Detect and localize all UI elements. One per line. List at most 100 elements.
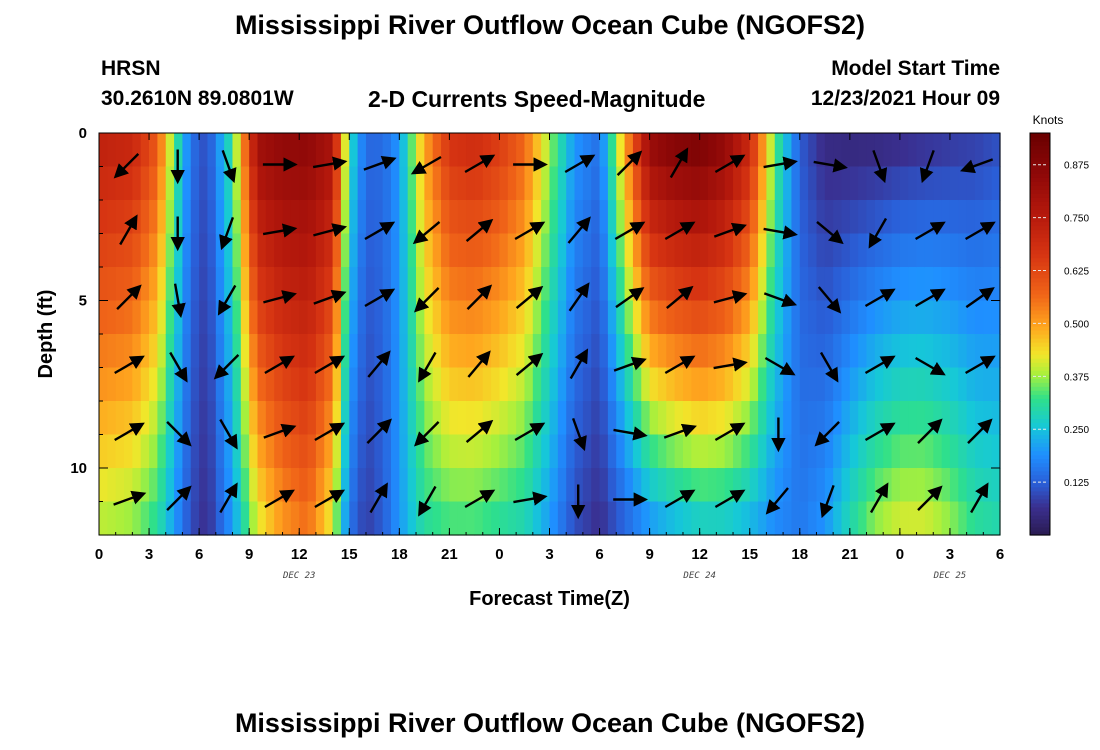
heatmap-cell [941, 166, 951, 201]
heatmap-cell [657, 300, 667, 335]
heatmap-cell [841, 200, 851, 235]
heatmap-cell [240, 300, 250, 335]
heatmap-cell [232, 267, 242, 302]
x-tick-label: 6 [996, 546, 1004, 563]
heatmap-cell [499, 233, 509, 268]
heatmap-cell [249, 468, 259, 503]
heatmap-cell [566, 267, 576, 302]
heatmap-cell [557, 501, 567, 536]
heatmap-cell [232, 501, 242, 536]
heatmap-cell [507, 300, 517, 335]
heatmap-cell [424, 133, 434, 168]
heatmap-cell [299, 334, 309, 369]
current-vector-arrow [959, 158, 994, 174]
heatmap-cell [132, 233, 142, 268]
y-axis-title: Depth (ft) [35, 290, 57, 379]
heatmap-cell [365, 367, 375, 402]
heatmap-cell [899, 401, 909, 436]
heatmap-cell [574, 367, 584, 402]
heatmap-cell [799, 468, 809, 503]
current-vector-arrow [113, 153, 140, 179]
current-vector-arrow [615, 287, 645, 309]
heatmap-cell [249, 367, 259, 402]
heatmap-cell [140, 267, 150, 302]
colorbar-segment [1030, 362, 1050, 367]
heatmap-cell [315, 334, 325, 369]
heatmap-cell [958, 434, 968, 469]
heatmap-cell [607, 401, 617, 436]
heatmap-cell [432, 401, 442, 436]
heatmap-cell [365, 300, 375, 335]
colorbar-segment [1030, 141, 1050, 146]
heatmap-cell [866, 501, 876, 536]
heatmap-cell [357, 233, 367, 268]
heatmap-cell [541, 468, 551, 503]
heatmap-cell [474, 166, 484, 201]
heatmap-cell [574, 166, 584, 201]
heatmap-cell [240, 501, 250, 536]
heatmap-cell [866, 401, 876, 436]
heatmap-cell [524, 434, 534, 469]
heatmap-cell [324, 166, 334, 201]
heatmap-cell [599, 334, 609, 369]
heatmap-cell [749, 367, 759, 402]
heatmap-cell [691, 267, 701, 302]
colorbar-segment [1030, 430, 1050, 436]
heatmap-cell [232, 300, 242, 335]
heatmap-cell [265, 267, 275, 302]
heatmap-cell [632, 200, 642, 235]
heatmap-cell [115, 166, 125, 201]
heatmap-cell [582, 334, 592, 369]
heatmap-cell [265, 200, 275, 235]
heatmap-cell [182, 300, 192, 335]
heatmap-cell [441, 401, 450, 436]
heatmap-cell [499, 434, 509, 469]
heatmap-cell [849, 133, 859, 168]
heatmap-cell [749, 200, 759, 235]
heatmap-cell [624, 334, 634, 369]
heatmap-cell [724, 367, 734, 402]
heatmap-cell [758, 434, 767, 469]
heatmap-cell [616, 434, 626, 469]
heatmap-cell [340, 233, 350, 268]
heatmap-cell [774, 133, 784, 168]
colorbar-segment [1030, 133, 1050, 138]
heatmap-cell [132, 501, 142, 536]
heatmap-cell [441, 166, 450, 201]
heatmap-cell [332, 133, 342, 168]
heatmap-cell [174, 334, 184, 369]
colorbar-segment [1030, 177, 1050, 182]
heatmap-cell [382, 501, 392, 536]
heatmap-cell [324, 133, 334, 168]
heatmap-cell [499, 468, 509, 503]
heatmap-cell [657, 501, 667, 536]
heatmap-cell [966, 233, 976, 268]
heatmap-cell [174, 367, 184, 402]
heatmap-cell [215, 401, 225, 436]
heatmap-cell [983, 434, 993, 469]
heatmap-cell [833, 434, 843, 469]
heatmap-cell [891, 468, 901, 503]
heatmap-cell [849, 166, 859, 201]
heatmap-cell [449, 468, 459, 503]
heatmap-cell [708, 233, 717, 268]
heatmap-cell [841, 166, 851, 201]
heatmap-cell [332, 300, 342, 335]
heatmap-cell [899, 501, 909, 536]
heatmap-cell [941, 233, 951, 268]
heatmap-cell [466, 468, 476, 503]
heatmap-cell [974, 166, 984, 201]
current-vector-arrow [869, 482, 889, 514]
heatmap-cell [616, 401, 626, 436]
colorbar-segment [1030, 354, 1050, 359]
heatmap-cell [399, 200, 409, 235]
heatmap-cell [349, 300, 359, 335]
heatmap-cell [124, 401, 133, 436]
heatmap-cell [524, 267, 534, 302]
heatmap-cell [507, 501, 517, 536]
heatmap-cell [933, 166, 943, 201]
heatmap-cell [741, 434, 751, 469]
heatmap-cell [165, 367, 175, 402]
heatmap-cell [949, 501, 959, 536]
heatmap-cell [365, 434, 375, 469]
